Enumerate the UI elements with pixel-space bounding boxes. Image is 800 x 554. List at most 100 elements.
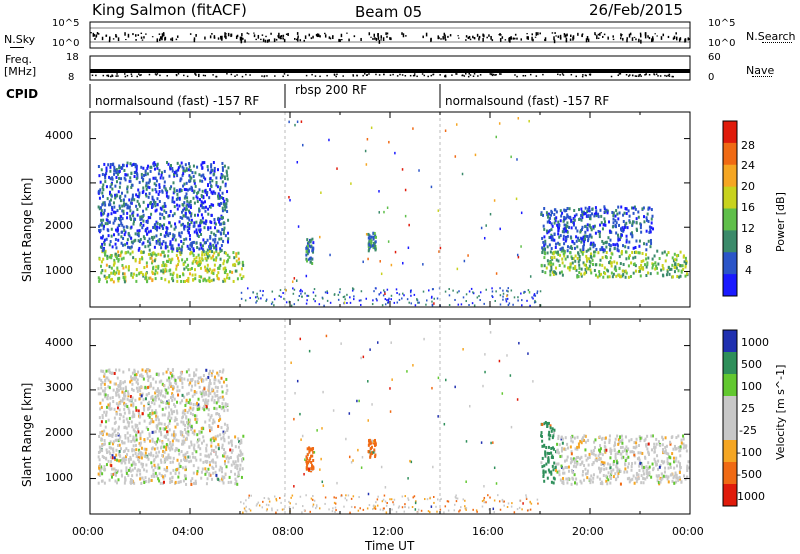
velocity-cell <box>129 375 132 379</box>
velocity-cell <box>661 476 664 480</box>
noise-sample <box>140 32 143 35</box>
power-cell <box>119 181 122 185</box>
noise-sample <box>557 35 560 38</box>
velocity-cell <box>118 452 121 456</box>
power-cell <box>624 223 627 227</box>
velocity-cell <box>116 406 119 410</box>
velocity-cell <box>144 397 147 401</box>
power-cell <box>600 272 603 276</box>
power-cell <box>142 241 145 245</box>
velocity-cell <box>193 432 196 436</box>
velocity-cell <box>109 455 112 459</box>
power-cell <box>153 167 156 171</box>
power-cell <box>160 269 163 273</box>
sparse-cell <box>493 199 496 202</box>
power-cell <box>140 271 143 275</box>
power-cell <box>195 241 198 245</box>
power-cell <box>572 257 575 261</box>
velocity-cell <box>570 459 573 463</box>
power-cell <box>157 252 160 256</box>
power-cell <box>570 245 573 249</box>
power-cell <box>212 278 215 282</box>
power-cell <box>201 206 204 210</box>
noise-sample <box>244 39 246 43</box>
nave-sample <box>455 73 457 75</box>
power-cell <box>647 271 650 275</box>
ground-scatter-cell <box>534 294 537 297</box>
velocity-cell <box>222 435 225 439</box>
power-cell <box>115 175 118 179</box>
velocity-cell <box>108 402 111 406</box>
power-cell <box>557 220 560 224</box>
power-cell <box>194 171 197 175</box>
power-cell <box>571 257 574 261</box>
velocity-cell <box>617 442 620 446</box>
power-cell <box>163 254 166 258</box>
velocity-cell <box>129 469 132 473</box>
velocity-cell <box>105 420 108 424</box>
power-cell <box>310 245 313 249</box>
power-cell <box>205 258 208 262</box>
velocity-cell <box>104 425 107 429</box>
power-cell <box>179 164 182 168</box>
velocity-cell <box>192 464 195 468</box>
power-cell <box>589 243 592 247</box>
power-cell <box>232 279 235 283</box>
velocity-cell <box>127 449 130 453</box>
velocity-cell <box>124 394 127 398</box>
nave-sample <box>236 74 238 76</box>
velocity-cell <box>167 405 170 409</box>
power-cell <box>144 173 147 177</box>
velocity-cell <box>174 449 177 453</box>
sparse-cell <box>402 261 404 265</box>
power-cell <box>143 173 146 177</box>
nave-sample <box>467 75 470 78</box>
velocity-cell <box>160 474 163 478</box>
power-cell <box>212 254 215 258</box>
noise-sample <box>564 34 567 38</box>
velocity-cell <box>662 437 665 441</box>
power-cell <box>564 257 567 261</box>
power-cell <box>99 228 102 232</box>
power-cell <box>612 214 615 218</box>
ground-scatter-cell <box>333 293 336 296</box>
nave-sample <box>194 73 196 75</box>
power-cell <box>658 257 661 261</box>
power-cell <box>576 229 579 233</box>
noise-sample <box>260 38 262 41</box>
velocity-cell <box>207 399 210 403</box>
ground-scatter-cell <box>352 288 355 291</box>
velocity-cell <box>156 437 159 441</box>
power-cell <box>217 216 220 220</box>
power-cell <box>142 209 145 213</box>
power-cell <box>190 214 193 218</box>
ground-scatter-cell <box>372 299 374 302</box>
power-colorbar-swatch <box>723 121 737 144</box>
velocity-cell <box>642 477 645 481</box>
velocity-cell <box>158 472 161 476</box>
velocity-cell <box>548 470 551 474</box>
power-cell <box>231 270 234 274</box>
nave-sample <box>91 74 94 77</box>
power-cell <box>580 240 583 244</box>
velocity-cell <box>140 456 143 460</box>
velocity-cell <box>110 446 113 450</box>
velocity-cell <box>126 397 129 401</box>
velocity-cell <box>109 396 112 400</box>
power-cell <box>202 238 205 242</box>
velocity-cell <box>116 376 119 380</box>
power-cell <box>190 250 193 254</box>
velocity-cell <box>170 376 173 380</box>
power-cell <box>162 261 165 265</box>
power-cell <box>572 266 575 270</box>
nave-sample <box>383 73 385 76</box>
noise-sample <box>353 35 356 38</box>
power-cell <box>590 271 593 275</box>
velocity-cell <box>614 443 617 447</box>
power-cell <box>584 206 587 210</box>
velocity-cell <box>687 466 690 470</box>
power-cell <box>226 273 229 277</box>
power-cell <box>621 274 624 278</box>
velocity-cell <box>167 367 170 371</box>
power-cell <box>167 280 170 284</box>
